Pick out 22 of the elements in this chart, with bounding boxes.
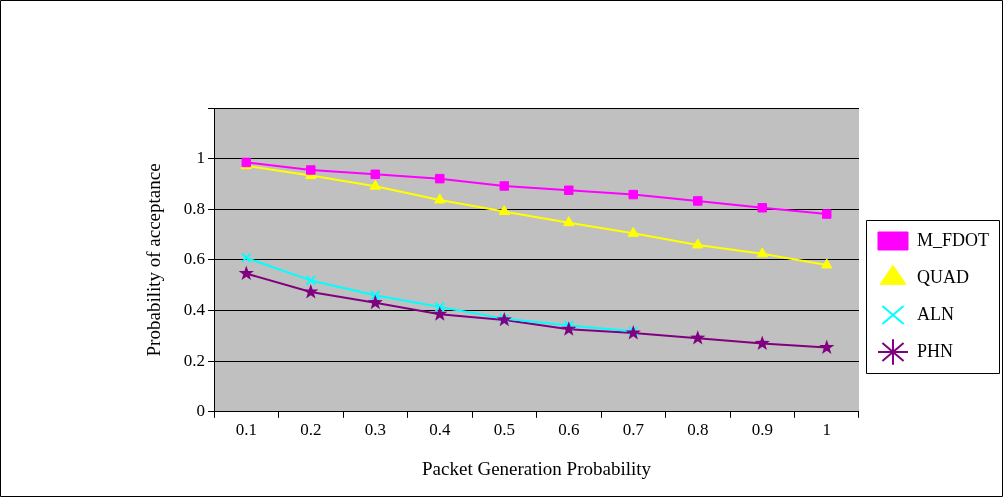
- legend-label: M_FDOT: [916, 229, 990, 250]
- x-tick-label: 0.3: [364, 420, 386, 440]
- y-tick-label: 0.4: [183, 300, 206, 319]
- x-tick-label: 0.9: [751, 420, 773, 440]
- x-tick-label: 0.1: [235, 420, 257, 440]
- x-tick-label: 1: [822, 420, 831, 440]
- legend-label: PHN: [916, 340, 954, 361]
- y-tick-label: 0.2: [183, 350, 206, 370]
- y-tick-label: 0.8: [183, 198, 206, 218]
- x-tick-label: 0.2: [300, 420, 322, 440]
- y-axis-title: Probability of acceptance: [143, 163, 165, 357]
- y-tick-label: 1: [196, 148, 206, 168]
- x-tick-label: 0.5: [493, 420, 515, 440]
- x-tick-label: 0.4: [429, 420, 451, 440]
- x-tick-label: 0.6: [558, 420, 580, 440]
- x-axis-title: Packet Generation Probability: [422, 457, 652, 479]
- x-tick-label: 0.7: [622, 420, 645, 440]
- legend-label: ALN: [916, 303, 954, 324]
- y-tick-label: 0.6: [183, 249, 206, 269]
- x-tick-label: 0.8: [687, 420, 709, 440]
- y-tick-label: 0: [196, 401, 206, 421]
- legend-label: QUAD: [916, 266, 969, 287]
